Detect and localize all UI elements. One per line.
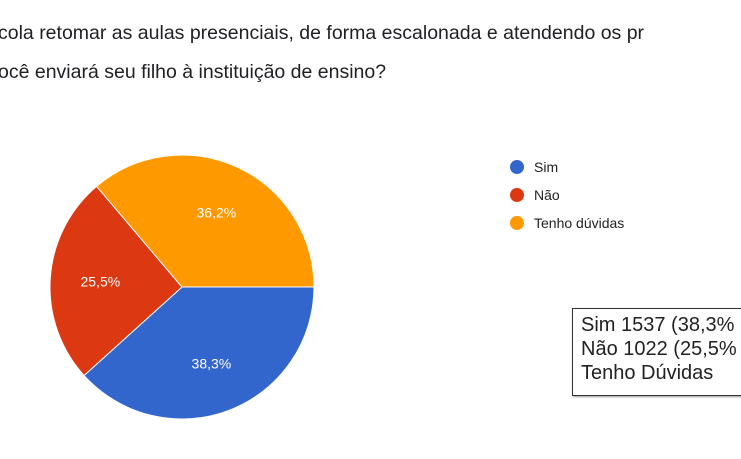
legend-swatch [510, 216, 524, 230]
legend-swatch [510, 160, 524, 174]
slice-duvidas [95, 154, 315, 288]
legend-swatch [510, 188, 524, 202]
question-title-line-2: ocê enviará seu filho à instituição de e… [0, 61, 387, 83]
data-label: 38,3% [192, 355, 232, 371]
legend-item-duvidas: Tenho dúvidas [510, 209, 624, 237]
legend-item-nao: Não [510, 181, 624, 209]
data-label: 36,2% [197, 205, 237, 221]
legend: Sim Não Tenho dúvidas [510, 153, 624, 237]
legend-label: Não [534, 187, 560, 203]
slice-sim [83, 286, 315, 420]
legend-item-sim: Sim [510, 153, 624, 181]
summary-line-nao: Não 1022 (25,5% [581, 338, 737, 360]
legend-label: Tenho dúvidas [534, 215, 625, 231]
summary-box: Sim 1537 (38,3% Não 1022 (25,5% Tenho Dú… [572, 308, 741, 396]
data-label: 25,5% [80, 274, 120, 290]
question-title-line-1: cola retomar as aulas presenciais, de fo… [0, 22, 645, 44]
summary-line-sim: Sim 1537 (38,3% [581, 314, 735, 336]
legend-label: Sim [534, 159, 559, 175]
slice-nao [49, 185, 183, 377]
summary-line-duvidas: Tenho Dúvidas [581, 362, 714, 384]
